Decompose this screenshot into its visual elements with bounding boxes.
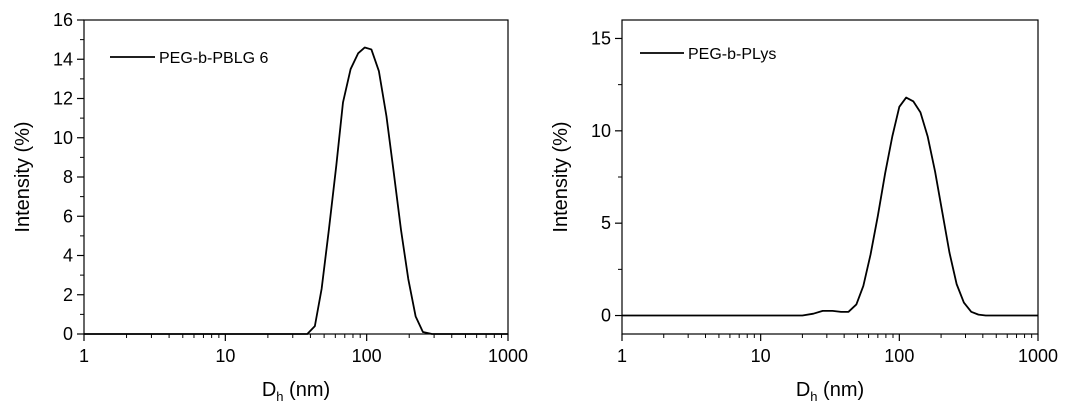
- x-tick-label: 1: [79, 346, 89, 366]
- y-tick-label: 0: [601, 306, 611, 326]
- y-tick-label: 0: [63, 324, 73, 344]
- y-tick-label: 4: [63, 246, 73, 266]
- chart-panel-2: 1 10 100 1000 0 5 10 15 Intensity (%) Dh (nm) PEG-…: [550, 19, 1058, 404]
- x-tick-label: 1000: [1018, 346, 1058, 366]
- plot-frame: [83, 19, 509, 335]
- x-tick-label: 100: [352, 346, 382, 366]
- y-tick-label: 8: [63, 167, 73, 187]
- y-tick-label: 6: [63, 206, 73, 226]
- x-tick-label: 100: [884, 346, 914, 366]
- legend-label: PEG-b-PLys: [688, 46, 776, 63]
- y-tick-label: 2: [63, 285, 73, 305]
- x-axis-label: Dh (nm): [796, 379, 864, 404]
- series-line-1: [84, 46, 508, 335]
- x-tick-label: 10: [215, 346, 235, 366]
- chart-panel-1: 1 10 100 1000 0 2 4 6 8 10 12 14 16 Intensity (%) Dh (…: [12, 10, 528, 404]
- legend-label: PEG-b-PBLG 6: [159, 50, 268, 67]
- y-tick-label: 16: [53, 10, 73, 30]
- y-tick-label: 14: [53, 49, 73, 69]
- x-tick-label: 10: [751, 346, 771, 366]
- series-line-1: [622, 96, 1038, 317]
- x-tick-label: 1: [617, 346, 627, 366]
- y-axis-label: Intensity (%): [12, 121, 34, 232]
- y-tick-label: 10: [53, 128, 73, 148]
- y-tick-label: 5: [601, 213, 611, 233]
- y-axis-label: Intensity (%): [550, 121, 572, 232]
- y-tick-label: 15: [591, 28, 611, 48]
- x-tick-label: 1000: [488, 346, 528, 366]
- y-tick-label: 10: [591, 121, 611, 141]
- y-tick-label: 12: [53, 89, 73, 109]
- x-axis-label: Dh (nm): [262, 379, 330, 404]
- plot-frame: [621, 19, 1039, 335]
